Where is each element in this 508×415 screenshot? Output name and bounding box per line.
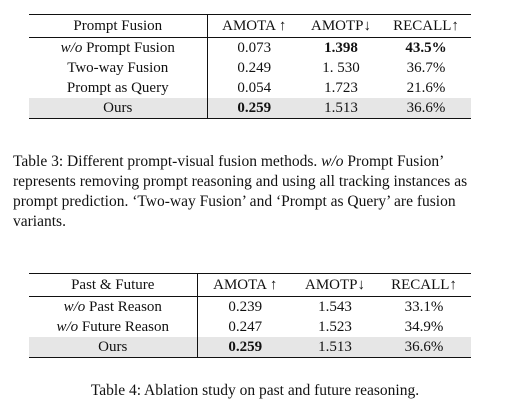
header-amotp: AMOTP↓ — [293, 273, 377, 297]
table-row: w/o Prompt Fusion 0.073 1.398 43.5% — [29, 37, 471, 58]
table-4: Past & Future AMOTA ↑ AMOTP↓ RECALL↑ w/o… — [29, 273, 471, 358]
cell-amotp: 1. 530 — [322, 59, 360, 76]
cell-amota: 0.259 — [197, 337, 293, 358]
header-amotp: AMOTP↓ — [301, 14, 381, 38]
table-row-ours: Ours 0.259 1.513 36.6% — [29, 337, 471, 358]
row-prefix: w/o — [60, 39, 83, 56]
cell-amota: 0.259 — [207, 98, 301, 119]
cell-recall: 36.7% — [406, 59, 446, 76]
table-header-row: Past & Future AMOTA ↑ AMOTP↓ RECALL↑ — [29, 273, 471, 297]
table-row: Two-way Fusion 0.249 1. 530 36.7% — [29, 58, 471, 78]
row-label: Future Reason — [78, 318, 169, 335]
row-prefix: w/o — [63, 298, 86, 315]
table-3: Prompt Fusion AMOTA ↑ AMOTP↓ RECALL↑ w/o… — [29, 14, 471, 119]
caption-prefix: Table 3: Different prompt-visual fusion … — [13, 153, 322, 170]
cell-recall: 21.6% — [406, 79, 446, 96]
caption-rest: Prompt Fusion’ represents removing promp… — [13, 153, 468, 230]
row-prefix: w/o — [56, 318, 79, 335]
row-label: Two-way Fusion — [67, 59, 169, 76]
row-name: w/o Prompt Fusion — [29, 37, 208, 58]
cell-amota: 0.249 — [237, 59, 272, 76]
cell-recall: 43.5% — [405, 39, 447, 56]
cell-amota: 0.239 — [228, 298, 263, 315]
table-row: w/o Future Reason 0.247 1.523 34.9% — [29, 317, 471, 337]
row-name: Ours — [29, 337, 198, 358]
header-method: Prompt Fusion — [29, 14, 208, 38]
row-name: w/o Past Reason — [29, 296, 198, 317]
table-row: w/o Past Reason 0.239 1.543 33.1% — [29, 296, 471, 317]
table-3-caption: Table 3: Different prompt-visual fusion … — [13, 152, 497, 232]
row-name: Prompt as Query — [29, 78, 208, 98]
row-label: Past Reason — [85, 298, 162, 315]
cell-recall: 36.6% — [381, 98, 471, 119]
row-name: Two-way Fusion — [29, 58, 208, 78]
cell-recall: 36.6% — [377, 337, 471, 358]
cell-amotp: 1.543 — [318, 298, 352, 315]
row-label: Ours — [98, 338, 128, 355]
cell-amotp: 1.723 — [324, 79, 358, 96]
cell-recall: 34.9% — [404, 318, 444, 335]
caption-italic: w/o — [321, 153, 344, 170]
cell-recall: 33.1% — [404, 298, 444, 315]
header-amota: AMOTA ↑ — [207, 14, 301, 38]
row-label: Prompt Fusion — [82, 39, 175, 56]
table-row-ours: Ours 0.259 1.513 36.6% — [29, 98, 471, 119]
cell-amota: 0.247 — [228, 318, 263, 335]
header-method: Past & Future — [29, 273, 198, 297]
header-recall: RECALL↑ — [381, 14, 471, 38]
cell-amotp: 1.523 — [318, 318, 352, 335]
header-recall: RECALL↑ — [377, 273, 471, 297]
row-name: w/o Future Reason — [29, 317, 198, 337]
cell-amota: 0.054 — [237, 79, 272, 96]
cell-amotp: 1.398 — [324, 39, 358, 56]
row-label: Prompt as Query — [66, 79, 169, 96]
cell-amota: 0.073 — [237, 39, 272, 56]
row-name: Ours — [29, 98, 208, 119]
table-4-caption: Table 4: Ablation study on past and futu… — [90, 382, 420, 399]
row-label: Ours — [103, 99, 133, 116]
header-amota: AMOTA ↑ — [197, 273, 293, 297]
table-header-row: Prompt Fusion AMOTA ↑ AMOTP↓ RECALL↑ — [29, 14, 471, 38]
table-row: Prompt as Query 0.054 1.723 21.6% — [29, 78, 471, 98]
cell-amotp: 1.513 — [301, 98, 381, 119]
cell-amotp: 1.513 — [293, 337, 377, 358]
